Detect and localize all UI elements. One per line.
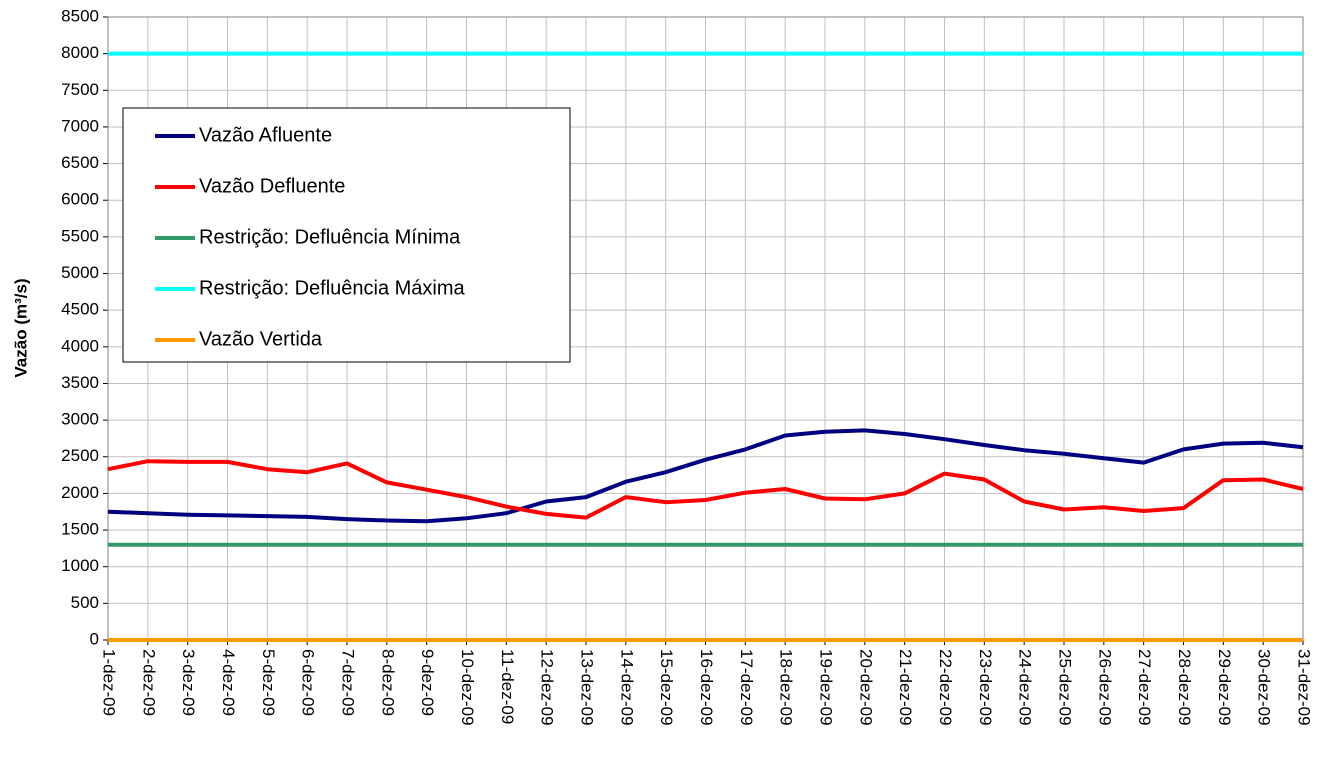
- x-tick-label: 16-dez-09: [697, 649, 716, 726]
- x-tick-label: 23-dez-09: [976, 649, 995, 726]
- x-tick-label: 12-dez-09: [538, 649, 557, 726]
- y-tick-label: 6000: [61, 190, 99, 209]
- legend-label: Restrição: Defluência Máxima: [199, 277, 466, 299]
- x-tick-label: 11-dez-09: [498, 649, 517, 724]
- y-tick-label: 7000: [61, 116, 99, 135]
- x-tick-label: 10-dez-09: [458, 649, 477, 726]
- x-tick-label: 26-dez-09: [1095, 649, 1114, 726]
- y-tick-label: 1500: [61, 520, 99, 539]
- x-tick-label: 31-dez-09: [1295, 649, 1314, 726]
- y-tick-label: 4500: [61, 300, 99, 319]
- x-tick-label: 15-dez-09: [657, 649, 676, 726]
- x-tick-label: 13-dez-09: [578, 649, 597, 726]
- x-tick-label: 3-dez-09: [179, 649, 198, 716]
- legend-label: Vazão Vertida: [199, 328, 323, 350]
- y-tick-label: 0: [90, 629, 99, 648]
- x-tick-label: 17-dez-09: [737, 649, 756, 726]
- x-tick-label: 14-dez-09: [617, 649, 636, 726]
- y-tick-label: 500: [71, 593, 99, 612]
- x-tick-label: 28-dez-09: [1175, 649, 1194, 726]
- x-tick-label: 1-dez-09: [100, 649, 119, 716]
- x-tick-label: 5-dez-09: [259, 649, 278, 716]
- y-tick-label: 3500: [61, 373, 99, 392]
- x-tick-label: 25-dez-09: [1056, 649, 1075, 726]
- y-tick-label: 8500: [61, 6, 99, 25]
- y-tick-label: 4000: [61, 336, 99, 355]
- x-tick-label: 22-dez-09: [936, 649, 955, 726]
- x-tick-label: 2-dez-09: [139, 649, 158, 716]
- y-tick-label: 5000: [61, 263, 99, 282]
- x-tick-label: 4-dez-09: [219, 649, 238, 716]
- y-tick-label: 6500: [61, 153, 99, 172]
- y-tick-label: 5500: [61, 226, 99, 245]
- x-tick-label: 8-dez-09: [378, 649, 397, 716]
- x-tick-label: 20-dez-09: [856, 649, 875, 726]
- y-axis-label: Vazão (m³/s): [11, 278, 30, 377]
- y-tick-label: 3000: [61, 410, 99, 429]
- y-tick-label: 8000: [61, 43, 99, 62]
- x-tick-label: 30-dez-09: [1255, 649, 1274, 726]
- x-tick-label: 18-dez-09: [777, 649, 796, 726]
- y-tick-label: 7500: [61, 80, 99, 99]
- x-tick-label: 19-dez-09: [817, 649, 836, 726]
- legend-label: Vazão Afluente: [199, 124, 332, 146]
- x-tick-label: 9-dez-09: [418, 649, 437, 716]
- x-tick-label: 27-dez-09: [1135, 649, 1154, 726]
- y-tick-label: 2500: [61, 446, 99, 465]
- legend-label: Restrição: Defluência Mínima: [199, 226, 461, 248]
- x-tick-label: 6-dez-09: [299, 649, 318, 716]
- series-line: [107, 459, 1304, 520]
- legend-label: Vazão Defluente: [199, 175, 345, 197]
- x-tick-label: 7-dez-09: [339, 649, 358, 716]
- x-tick-label: 21-dez-09: [896, 649, 915, 726]
- legend-box: [122, 107, 571, 363]
- series-line: [107, 428, 1304, 524]
- x-tick-label: 29-dez-09: [1215, 649, 1234, 726]
- x-tick-label: 24-dez-09: [1016, 649, 1035, 726]
- y-tick-label: 2000: [61, 483, 99, 502]
- y-tick-label: 1000: [61, 556, 99, 575]
